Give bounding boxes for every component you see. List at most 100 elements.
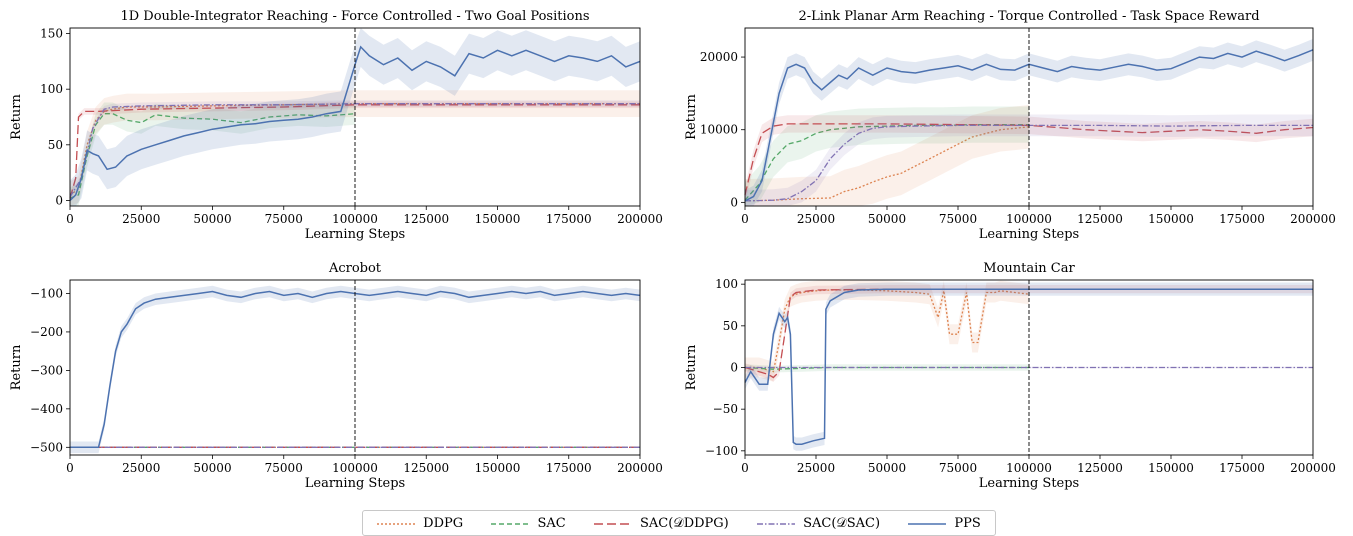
y-tick-label: 10000 (700, 123, 738, 137)
x-tick-label: 25000 (797, 212, 835, 226)
x-tick-label: 125000 (403, 212, 449, 226)
x-tick-label: 150000 (1148, 212, 1194, 226)
legend-entry-pps: PPS (908, 515, 981, 531)
x-axis-label: Learning Steps (979, 476, 1079, 491)
series-line-pps (69, 45, 641, 201)
x-tick-label: 175000 (1219, 212, 1265, 226)
x-tick-label: 50000 (868, 212, 906, 226)
x-tick-label: 125000 (403, 461, 449, 475)
legend-label-sac: SAC (537, 515, 566, 531)
band-sac (70, 102, 355, 206)
series-line-sac-d-sac (744, 124, 1313, 202)
band-sac (745, 364, 1029, 373)
x-tick-label: 0 (66, 461, 74, 475)
y-tick-label: 50 (723, 319, 738, 333)
series-line-pps (744, 49, 1314, 202)
legend-entry-sac-d-ddpg: SAC(𝒟DDPG) (594, 516, 729, 531)
x-tick-label: 75000 (939, 461, 977, 475)
chart-panel-1: 0 25000 50000 75000 100000 125000 150000 175000… (684, 9, 1336, 242)
band-sac-d-ddpg (745, 285, 1313, 382)
x-tick-label: 50000 (868, 461, 906, 475)
x-axis-label: Learning Steps (979, 227, 1079, 242)
y-tick-label: −100 (705, 444, 738, 458)
x-tick-label: 0 (741, 461, 749, 475)
series-line-sac (69, 113, 356, 199)
legend-swatch-sac (491, 523, 530, 525)
x-tick-label: 175000 (546, 212, 592, 226)
y-tick-label: 0 (55, 193, 63, 207)
series-line-sac-d-sac (69, 103, 640, 198)
y-axis-label: Return (684, 344, 699, 390)
band-sac-d-ddpg (70, 101, 640, 202)
x-tick-label: 100000 (332, 461, 378, 475)
x-tick-label: 50000 (193, 212, 231, 226)
x-axis-label: Learning Steps (305, 227, 405, 242)
x-tick-label: 200000 (1290, 212, 1336, 226)
x-tick-label: 25000 (122, 212, 160, 226)
y-tick-label: 50 (48, 138, 63, 152)
y-tick-label: −100 (30, 286, 63, 300)
y-axis-label: Return (9, 344, 24, 390)
x-tick-label: 75000 (265, 212, 303, 226)
y-tick-label: 0 (730, 361, 738, 375)
legend-swatch-sac-d-sac (757, 523, 796, 525)
y-tick-label: 150 (40, 27, 63, 41)
y-tick-label: −500 (30, 440, 63, 454)
x-tick-label: 200000 (617, 461, 663, 475)
x-tick-label: 175000 (546, 461, 592, 475)
band-ddpg (745, 105, 1029, 206)
series-line-sac (744, 366, 1029, 370)
series-line-pps (70, 290, 641, 449)
legend-label-sac-d-ddpg: SAC(𝒟DDPG) (640, 515, 729, 531)
y-tick-label: 100 (715, 277, 738, 291)
y-tick-label: 100 (40, 82, 63, 96)
legend-swatch-sac-d-ddpg (594, 523, 633, 525)
x-tick-label: 125000 (1077, 212, 1123, 226)
legend-label-sac-d-sac: SAC(𝒟SAC) (803, 515, 881, 531)
x-tick-label: 200000 (1290, 461, 1336, 475)
x-tick-label: 200000 (617, 212, 663, 226)
x-tick-label: 100000 (1006, 212, 1052, 226)
legend-swatch-pps (908, 523, 947, 525)
series-line-ddpg (744, 126, 1030, 202)
y-axis-label: Return (684, 94, 699, 140)
x-tick-label: 100000 (1006, 461, 1052, 475)
y-axis-label: Return (9, 94, 24, 140)
chart-title: 1D Double-Integrator Reaching - Force Co… (120, 9, 589, 24)
series-line-ddpg (69, 103, 640, 196)
chart-panel-0: 0 25000 50000 75000 100000 125000 150000 175000… (9, 9, 663, 242)
chart-title: 2-Link Planar Arm Reaching - Torque Cont… (798, 9, 1259, 24)
x-tick-label: 150000 (475, 212, 521, 226)
x-tick-label: 50000 (193, 461, 231, 475)
legend-entry-ddpg: DDPG (377, 516, 463, 531)
x-axis-label: Learning Steps (305, 476, 405, 491)
band-sac-d-ddpg (745, 115, 1313, 204)
x-tick-label: 75000 (265, 461, 303, 475)
x-tick-label: 150000 (475, 461, 521, 475)
y-tick-label: −300 (30, 363, 63, 377)
legend: DDPG SAC SAC(𝒟DDPG) SAC(𝒟SAC) PPS (362, 510, 996, 536)
legend-label-pps: PPS (954, 515, 981, 531)
chart-panel-3: 0 25000 50000 75000 100000 125000 150000 175000… (684, 261, 1336, 491)
band-sac (745, 106, 1029, 206)
series-line-sac-d-ddpg (69, 104, 640, 199)
x-tick-label: 150000 (1148, 461, 1194, 475)
x-tick-label: 25000 (797, 461, 835, 475)
chart-title: Mountain Car (983, 261, 1075, 276)
x-tick-label: 75000 (939, 212, 977, 226)
y-tick-label: −200 (30, 325, 63, 339)
x-tick-label: 0 (66, 212, 74, 226)
chart-title: Acrobot (328, 261, 382, 276)
band-sac-d-sac (745, 114, 1313, 206)
legend-label-ddpg: DDPG (423, 515, 464, 531)
x-tick-label: 0 (741, 212, 749, 226)
legend-entry-sac-d-sac: SAC(𝒟SAC) (757, 516, 880, 531)
y-tick-label: 20000 (700, 50, 738, 64)
legend-swatch-ddpg (377, 523, 416, 525)
chart-panel-2: 0 25000 50000 75000 100000 125000 150000 175000… (9, 261, 663, 491)
x-tick-label: 125000 (1077, 461, 1123, 475)
x-tick-label: 25000 (122, 461, 160, 475)
legend-entry-sac: SAC (491, 515, 566, 531)
y-tick-label: 0 (730, 195, 738, 209)
